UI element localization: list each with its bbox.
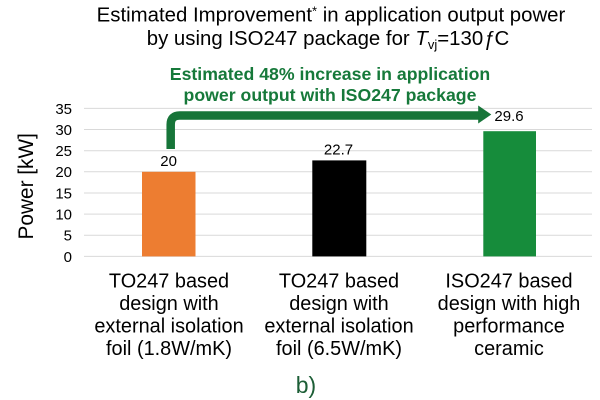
svg-text:foil (6.5W/mK): foil (6.5W/mK) [276, 338, 402, 360]
svg-text:20: 20 [55, 164, 72, 181]
svg-text:design with high: design with high [438, 293, 581, 315]
svg-text:ceramic: ceramic [474, 338, 544, 360]
svg-text:35: 35 [55, 101, 72, 118]
svg-text:30: 30 [55, 122, 72, 139]
svg-text:15: 15 [55, 185, 72, 202]
svg-text:20: 20 [160, 153, 177, 170]
svg-text:b): b) [296, 372, 316, 398]
svg-text:TO247 based: TO247 based [109, 271, 229, 293]
svg-text:22.7: 22.7 [324, 142, 353, 159]
svg-text:TO247 based: TO247 based [279, 271, 399, 293]
svg-text:29.6: 29.6 [494, 108, 523, 125]
svg-text:by using ISO247 package for Tv: by using ISO247 package for Tvj=130ƒC [147, 28, 510, 52]
svg-text:10: 10 [55, 207, 72, 224]
svg-text:Estimated Improvement* in appl: Estimated Improvement* in application ou… [97, 4, 566, 27]
svg-text:power output with ISO247 packa: power output with ISO247 package [184, 85, 477, 105]
svg-text:design with: design with [289, 293, 389, 315]
svg-text:design with: design with [119, 293, 219, 315]
svg-text:Power [kW]: Power [kW] [15, 133, 38, 239]
svg-text:ISO247 based: ISO247 based [445, 271, 572, 293]
svg-text:5: 5 [64, 228, 72, 245]
svg-text:external isolation: external isolation [264, 316, 413, 338]
svg-text:0: 0 [64, 249, 72, 266]
svg-text:Estimated 48% increase in appl: Estimated 48% increase in application [170, 64, 490, 84]
svg-text:foil (1.8W/mK): foil (1.8W/mK) [106, 338, 232, 360]
svg-text:external isolation: external isolation [94, 316, 243, 338]
svg-text:performance: performance [453, 316, 565, 338]
svg-text:25: 25 [55, 143, 72, 160]
